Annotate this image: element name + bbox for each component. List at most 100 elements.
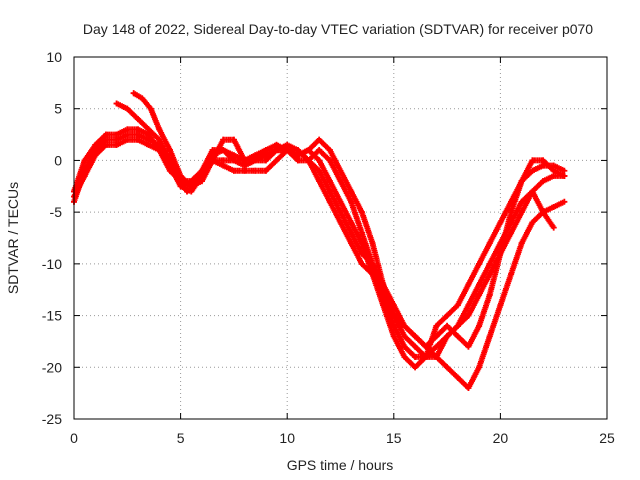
data-point <box>412 343 419 350</box>
data-point <box>486 271 493 278</box>
data-point <box>102 141 109 148</box>
data-point <box>433 353 440 360</box>
series-markers <box>113 100 556 360</box>
data-point <box>401 333 408 340</box>
data-point <box>454 322 461 329</box>
x-tick-label: 10 <box>279 430 295 446</box>
data-point <box>113 100 120 107</box>
data-point <box>369 240 376 247</box>
data-point <box>518 240 525 247</box>
data-point <box>188 183 195 190</box>
data-point <box>422 343 429 350</box>
data-point <box>81 157 88 164</box>
data-point <box>337 167 344 174</box>
data-point <box>198 167 205 174</box>
x-tick-label: 15 <box>386 430 402 446</box>
data-point <box>476 322 483 329</box>
data-point <box>130 90 137 97</box>
axes: 0 5 10 15 20 25 10 5 0 -5 -10 -15 -20 -25 <box>42 49 615 446</box>
y-tick-label: -15 <box>42 308 62 324</box>
data-point <box>294 157 301 164</box>
data-point <box>508 271 515 278</box>
y-tick-label: 5 <box>54 101 62 117</box>
y-tick-label: 0 <box>54 152 62 168</box>
data-point <box>476 291 483 298</box>
data-point <box>444 364 451 371</box>
data-point <box>134 116 141 123</box>
data-point <box>316 157 323 164</box>
x-tick-label: 5 <box>177 430 185 446</box>
data-point <box>465 281 472 288</box>
data-point <box>134 131 141 138</box>
data-point <box>497 250 504 257</box>
data-point <box>348 219 355 226</box>
data-point <box>348 198 355 205</box>
data-point <box>529 157 536 164</box>
data-point <box>326 157 333 164</box>
data-point <box>241 162 248 169</box>
data-point <box>476 260 483 267</box>
data-point <box>497 219 504 226</box>
data-point <box>444 312 451 319</box>
data-point <box>358 209 365 216</box>
data-point <box>147 105 154 112</box>
data-point <box>412 353 419 360</box>
data-point <box>486 260 493 267</box>
data-point <box>209 157 216 164</box>
y-tick-label: -5 <box>50 204 63 220</box>
data-point <box>486 240 493 247</box>
data-point <box>230 136 237 143</box>
data-point <box>497 240 504 247</box>
data-point <box>369 260 376 267</box>
data-point <box>518 198 525 205</box>
data-point <box>358 250 365 257</box>
data-point <box>508 229 515 236</box>
y-tick-label: -25 <box>42 411 62 427</box>
data-point <box>113 131 120 138</box>
data-point <box>529 167 536 174</box>
data-point <box>134 126 141 133</box>
data-point <box>220 162 227 169</box>
data-point <box>326 188 333 195</box>
data-point <box>444 333 451 340</box>
y-tick-label: -10 <box>42 256 62 272</box>
data-point <box>465 302 472 309</box>
data-point <box>433 322 440 329</box>
data-point <box>220 147 227 154</box>
data-point <box>390 322 397 329</box>
x-axis-label: GPS time / hours <box>287 457 394 473</box>
y-tick-label: -20 <box>42 359 62 375</box>
data-point <box>284 147 291 154</box>
data-point <box>156 136 163 143</box>
data-point <box>326 178 333 185</box>
data-point <box>401 322 408 329</box>
data-point <box>166 147 173 154</box>
data-point <box>401 343 408 350</box>
data-point <box>145 126 152 133</box>
data-point <box>433 343 440 350</box>
data-point <box>316 167 323 174</box>
y-axis-label: SDTVAR / TECUs <box>5 182 21 294</box>
data-point <box>508 219 515 226</box>
data-point <box>518 178 525 185</box>
data-point <box>529 188 536 195</box>
data-point <box>156 126 163 133</box>
data-point <box>412 364 419 371</box>
data-point <box>326 147 333 154</box>
data-point <box>273 141 280 148</box>
data-point <box>486 333 493 340</box>
data-point <box>433 333 440 340</box>
data-point <box>316 178 323 185</box>
data-point <box>337 198 344 205</box>
data-point <box>102 131 109 138</box>
data-point <box>198 178 205 185</box>
data-point <box>284 141 291 148</box>
data-point <box>508 209 515 216</box>
data-point <box>241 167 248 174</box>
data-point <box>156 147 163 154</box>
data-point <box>550 167 557 174</box>
data-point <box>380 291 387 298</box>
y-tick-label: 10 <box>46 49 62 65</box>
data-point <box>124 126 131 133</box>
